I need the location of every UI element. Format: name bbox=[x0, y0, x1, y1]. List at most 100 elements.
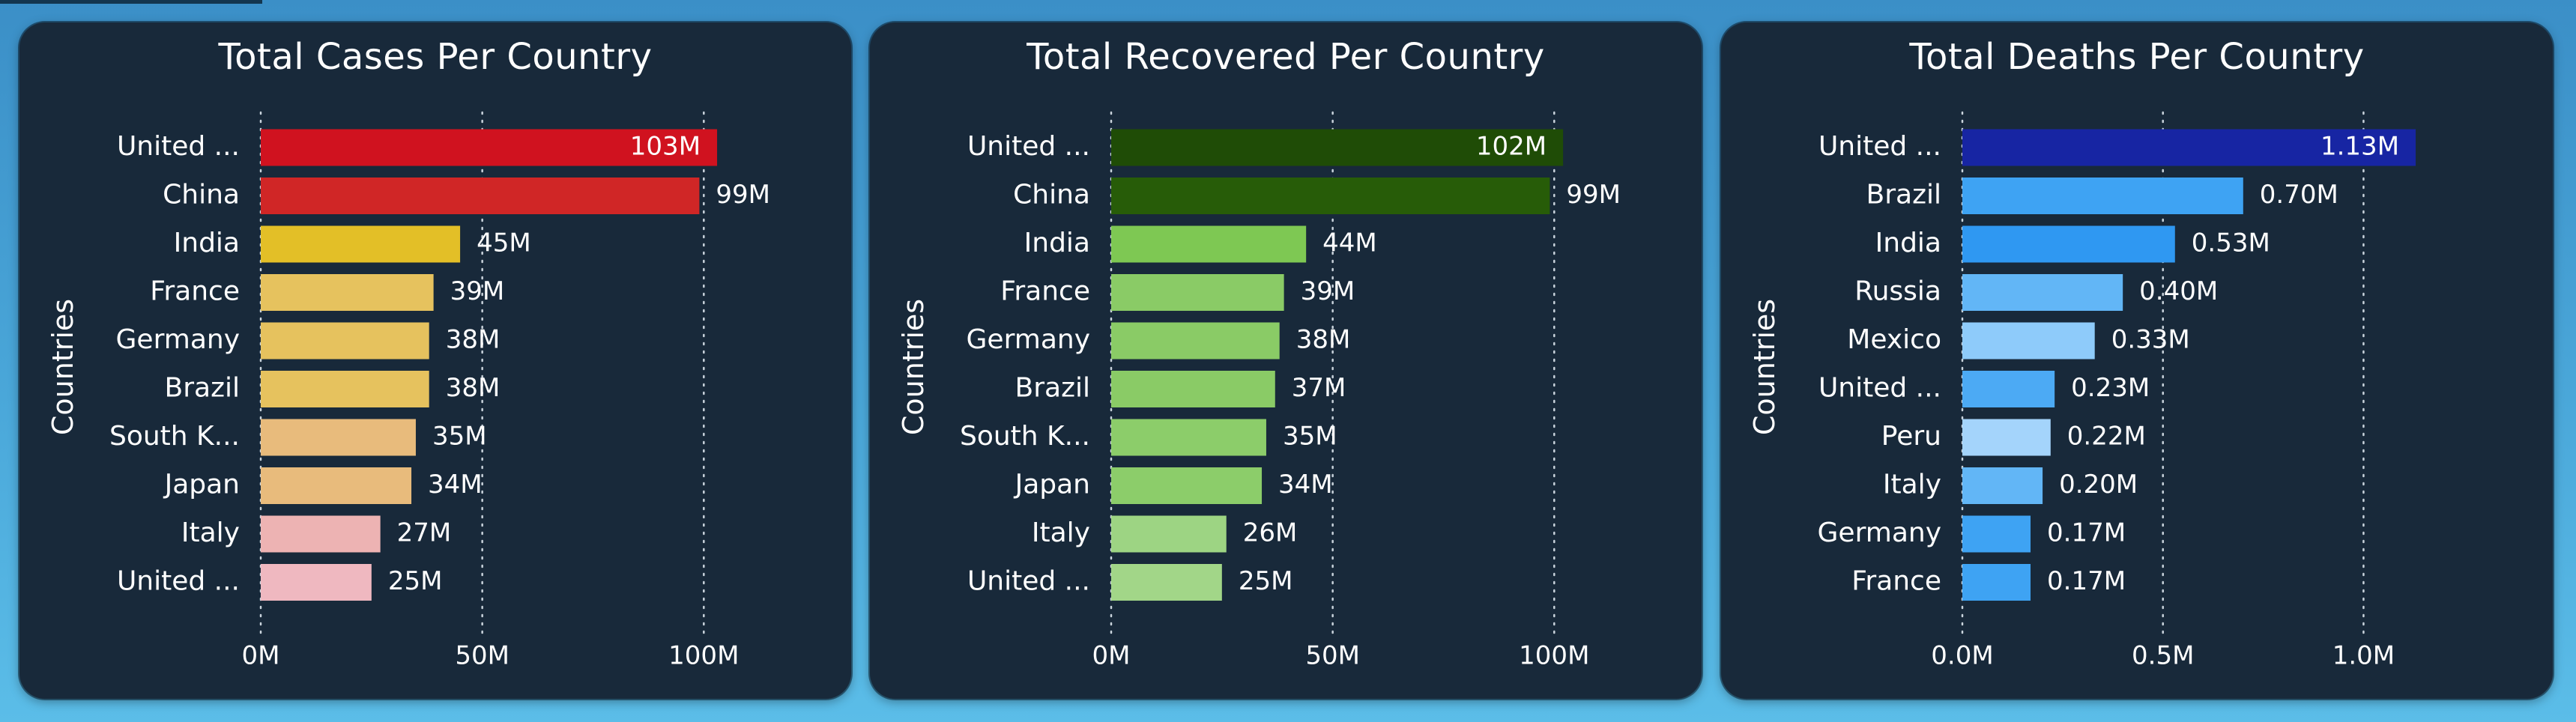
category-label: Italy bbox=[1032, 518, 1090, 548]
data-label: 0.53M bbox=[2192, 228, 2270, 258]
data-label: 44M bbox=[1322, 228, 1377, 258]
category-label: United ... bbox=[1818, 373, 1941, 404]
category-label: Mexico bbox=[1847, 324, 1941, 355]
bar[interactable] bbox=[1962, 129, 2416, 166]
bar[interactable] bbox=[261, 467, 412, 504]
category-label: China bbox=[163, 180, 240, 210]
data-label: 0.33M bbox=[2111, 325, 2190, 355]
data-label: 99M bbox=[1566, 180, 1621, 210]
data-label: 38M bbox=[446, 325, 501, 355]
total-cases-chart-panel: Total Cases Per Country Countries 0M 50M 1… bbox=[19, 22, 851, 699]
data-label: 38M bbox=[446, 373, 501, 403]
total-deaths-chart-panel: Total Deaths Per Country Countries 0.0M 0… bbox=[1721, 22, 2553, 699]
bar[interactable] bbox=[1111, 225, 1307, 263]
data-label: 39M bbox=[450, 276, 505, 306]
data-label: 25M bbox=[1239, 566, 1293, 596]
chart-title: Total Deaths Per Country bbox=[1909, 36, 2365, 78]
chart-title: Total Cases Per Country bbox=[218, 36, 653, 78]
data-label: 39M bbox=[1301, 276, 1355, 306]
category-label: Russia bbox=[1854, 276, 1941, 307]
category-label: France bbox=[1000, 276, 1090, 307]
bar[interactable] bbox=[261, 274, 434, 311]
bar[interactable] bbox=[1962, 515, 2031, 553]
bar[interactable] bbox=[261, 129, 718, 166]
data-label: 34M bbox=[428, 470, 483, 500]
top-accent-bar bbox=[0, 0, 262, 4]
data-label: 38M bbox=[1296, 325, 1351, 355]
category-label: China bbox=[1013, 180, 1090, 210]
category-label: France bbox=[150, 276, 240, 307]
category-label: Japan bbox=[163, 470, 240, 500]
total-recovered-chart-panel: Total Recovered Per Country Countries 0M… bbox=[870, 22, 1702, 699]
bar[interactable] bbox=[261, 515, 381, 553]
bar[interactable] bbox=[261, 322, 429, 360]
bar[interactable] bbox=[1111, 419, 1266, 456]
data-label: 35M bbox=[1283, 422, 1337, 452]
category-label: Germany bbox=[967, 324, 1090, 355]
bar[interactable] bbox=[1962, 225, 2175, 263]
data-label: 0.70M bbox=[2260, 180, 2338, 210]
category-label: South K... bbox=[109, 421, 240, 452]
bar[interactable] bbox=[261, 178, 700, 214]
category-label: France bbox=[1851, 566, 1941, 597]
x-tick-label: 100M bbox=[1519, 641, 1589, 671]
x-tick-label: 100M bbox=[668, 641, 739, 671]
bar[interactable] bbox=[1111, 467, 1263, 504]
data-label: 99M bbox=[716, 180, 770, 210]
bar[interactable] bbox=[1111, 129, 1564, 166]
total-cases-bar-chart: 0M 50M 100M United ... 103M China 99M India 45M F… bbox=[109, 111, 770, 671]
chart-title: Total Recovered Per Country bbox=[1027, 36, 1545, 78]
bar[interactable] bbox=[1111, 322, 1280, 360]
bar[interactable] bbox=[261, 564, 372, 601]
data-label: 0.23M bbox=[2071, 373, 2150, 403]
data-label: 0.17M bbox=[2047, 518, 2126, 548]
x-tick-label: 0M bbox=[242, 641, 280, 671]
bar[interactable] bbox=[1962, 371, 2055, 407]
bar[interactable] bbox=[261, 225, 461, 263]
category-label: Brazil bbox=[165, 373, 240, 404]
data-label: 25M bbox=[388, 566, 443, 596]
category-label: Peru bbox=[1881, 421, 1941, 452]
category-label: Brazil bbox=[1866, 180, 1941, 210]
x-tick-label: 0.0M bbox=[1931, 641, 1993, 671]
x-tick-label: 1.0M bbox=[2332, 641, 2395, 671]
bar[interactable] bbox=[1962, 178, 2243, 214]
category-label: United ... bbox=[967, 566, 1090, 597]
data-label: 26M bbox=[1243, 518, 1298, 548]
bar[interactable] bbox=[1962, 564, 2031, 601]
bar[interactable] bbox=[1962, 274, 2123, 311]
category-label: Italy bbox=[1883, 470, 1941, 500]
category-label: United ... bbox=[1818, 131, 1941, 162]
total-deaths-bar-chart: 0.0M 0.5M 1.0M United ... 1.13M Brazil 0.70M In… bbox=[1818, 111, 2416, 671]
x-tick-label: 0.5M bbox=[2132, 641, 2194, 671]
bar[interactable] bbox=[261, 419, 416, 456]
bar[interactable] bbox=[261, 371, 429, 407]
data-label: 45M bbox=[477, 228, 531, 258]
data-label: 0.17M bbox=[2047, 566, 2126, 596]
data-label: 0.40M bbox=[2139, 276, 2218, 306]
bar[interactable] bbox=[1962, 419, 2051, 456]
bar[interactable] bbox=[1111, 178, 1550, 214]
bar[interactable] bbox=[1962, 322, 2095, 360]
category-label: Germany bbox=[116, 324, 240, 355]
x-tick-label: 50M bbox=[1305, 641, 1360, 671]
category-label: South K... bbox=[960, 421, 1090, 452]
data-label: 1.13M bbox=[2320, 132, 2399, 162]
x-tick-label: 50M bbox=[455, 641, 510, 671]
category-label: Italy bbox=[181, 518, 240, 548]
data-label: 35M bbox=[432, 422, 487, 452]
category-label: Japan bbox=[1014, 470, 1090, 500]
data-label: 37M bbox=[1292, 373, 1346, 403]
bar[interactable] bbox=[1962, 467, 2043, 504]
category-label: United ... bbox=[117, 566, 240, 597]
category-label: Brazil bbox=[1015, 373, 1090, 404]
bar[interactable] bbox=[1111, 371, 1275, 407]
data-label: 102M bbox=[1476, 132, 1546, 162]
bar[interactable] bbox=[1111, 515, 1227, 553]
category-label: India bbox=[174, 228, 240, 258]
category-label: United ... bbox=[117, 131, 240, 162]
bar[interactable] bbox=[1111, 564, 1222, 601]
data-label: 103M bbox=[630, 132, 701, 162]
category-label: India bbox=[1875, 228, 1941, 258]
bar[interactable] bbox=[1111, 274, 1284, 311]
